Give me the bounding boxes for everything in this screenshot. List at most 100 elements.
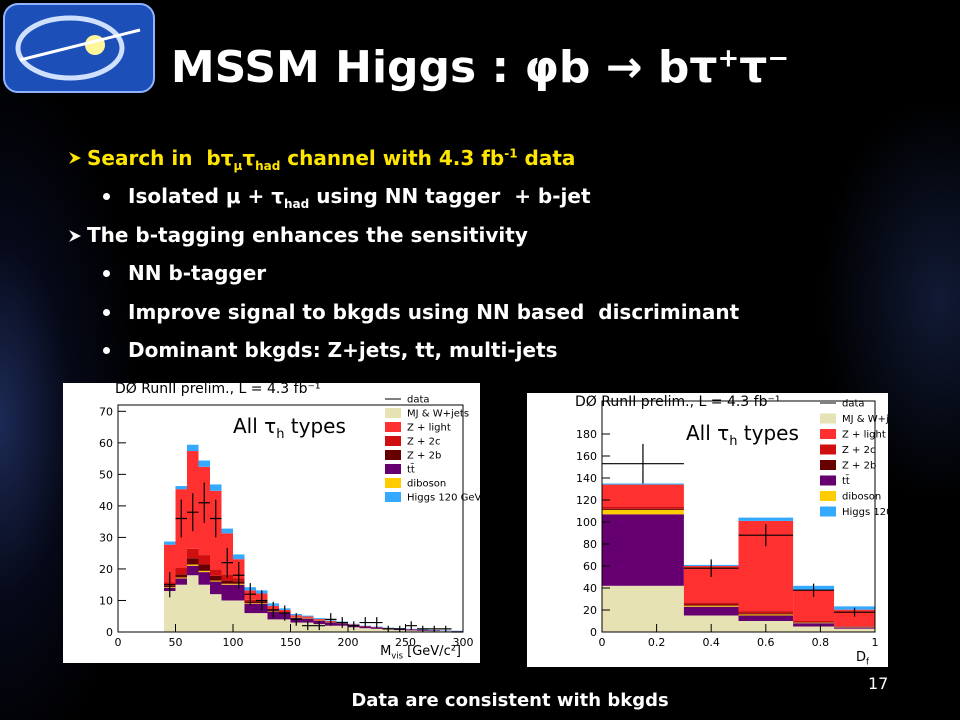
bar-segment <box>198 572 210 585</box>
bar-segment <box>834 628 875 632</box>
x-tick-label: 300 <box>453 636 474 649</box>
data-point <box>313 621 325 631</box>
data-point <box>302 621 314 631</box>
dot-bullet <box>103 193 110 200</box>
dot-bullet <box>103 347 110 354</box>
bar-segment <box>371 628 383 632</box>
legend-label: data <box>842 399 865 410</box>
y-tick-label: 20 <box>583 604 597 617</box>
annotation-part: h <box>276 427 284 442</box>
x-axis-label-part: M <box>380 644 391 659</box>
bar-segment <box>602 483 684 485</box>
data-point <box>428 625 440 632</box>
legend-label: Z + 2c <box>407 437 440 448</box>
x-tick-label: 200 <box>338 636 359 649</box>
y-tick-label: 30 <box>99 531 113 544</box>
legend-swatch <box>385 422 401 432</box>
bar-segment <box>210 575 222 581</box>
y-tick-label: 0 <box>590 626 597 639</box>
bar-segment <box>834 627 875 629</box>
bar-segment <box>256 613 268 632</box>
bar-segment <box>302 618 314 623</box>
bar-segment <box>175 574 187 578</box>
legend-swatch <box>820 491 836 501</box>
arrow-bullet <box>69 230 81 242</box>
bar-segment <box>602 506 684 509</box>
legend-swatch <box>385 464 401 474</box>
bar-segment <box>793 626 835 632</box>
logo <box>3 3 155 93</box>
legend-label: tt̄ <box>842 474 850 487</box>
legend-label: MJ & W+jets <box>407 409 469 420</box>
y-tick-label: 80 <box>583 538 597 551</box>
x-tick-label: 0 <box>599 636 606 649</box>
data-point <box>834 607 875 617</box>
x-tick-label: 150 <box>280 636 301 649</box>
data-point <box>325 613 337 626</box>
bar-segment <box>738 614 794 616</box>
data-point <box>175 499 187 538</box>
bar-segment <box>175 567 187 575</box>
legend-label: MJ & W+jets <box>842 414 888 425</box>
x-tick-label: 250 <box>395 636 416 649</box>
bar-segment <box>834 626 875 628</box>
bar-segment <box>210 484 222 491</box>
bar-segment <box>187 575 199 632</box>
x-tick-label: 0.4 <box>702 636 720 649</box>
chart-title: DØ RunII prelim., L = 4.3 fb⁻¹ <box>575 394 780 410</box>
chart: 0 20 40 60 80 100 120 140 160 180 0 0.2 0.4 0.6 0.8 1 DØ… <box>527 393 888 667</box>
bar-segment <box>164 544 176 583</box>
bar-segment <box>221 583 233 585</box>
bullet: NN b-tagger <box>128 261 267 285</box>
bullet: The b-tagging enhances the sensitivity <box>87 223 528 247</box>
data-point <box>244 583 256 606</box>
chart-title: DØ RunII prelim., L = 4.3 fb⁻¹ <box>115 383 320 397</box>
legend-label: Higgs 120 GeV <box>842 507 888 518</box>
bar-segment <box>279 619 291 632</box>
bar-segment <box>164 591 176 632</box>
legend-swatch <box>385 450 401 460</box>
bar-segment <box>210 581 222 595</box>
annotation: All τh types <box>233 414 346 442</box>
bar-segment <box>683 606 739 616</box>
bar-segment <box>187 444 199 452</box>
legend-swatch <box>385 492 401 502</box>
data-point <box>405 621 417 631</box>
bar-segment <box>221 584 233 601</box>
bar-segment <box>221 574 233 581</box>
legend-label: diboson <box>842 492 881 503</box>
data-point <box>371 617 383 628</box>
data-point <box>267 601 279 619</box>
bar-segment <box>221 528 233 534</box>
x-tick-label: 0.6 <box>757 636 775 649</box>
bar-segment <box>244 603 256 614</box>
x-tick-label: 0 <box>115 636 122 649</box>
y-tick-label: 180 <box>576 428 597 441</box>
bar-segment <box>221 600 233 632</box>
bar-segment <box>175 578 187 585</box>
bar-segment <box>198 584 210 632</box>
y-tick-label: 50 <box>99 468 113 481</box>
x-tick-label: 0.2 <box>648 636 666 649</box>
y-tick-label: 120 <box>576 494 597 507</box>
bar-segment <box>602 514 684 586</box>
arrow-bullet <box>69 152 81 164</box>
footer: Data are consistent with bkgds <box>351 690 669 711</box>
bar-segment <box>187 548 199 559</box>
y-tick-label: 20 <box>99 563 113 576</box>
data-point <box>359 617 371 628</box>
bar-segment <box>336 625 348 632</box>
x-tick-label: 100 <box>223 636 244 649</box>
bar-segment <box>371 627 383 629</box>
bar-segment <box>164 541 176 545</box>
data-point <box>417 625 429 632</box>
legend-swatch <box>385 408 401 418</box>
annotation-part: types <box>284 414 345 438</box>
bar-segment <box>198 564 210 571</box>
dot-bullet <box>103 309 110 316</box>
bar-segment <box>834 609 875 627</box>
data-point <box>164 572 176 598</box>
y-tick-label: 40 <box>99 500 113 513</box>
legend-swatch <box>820 475 836 486</box>
